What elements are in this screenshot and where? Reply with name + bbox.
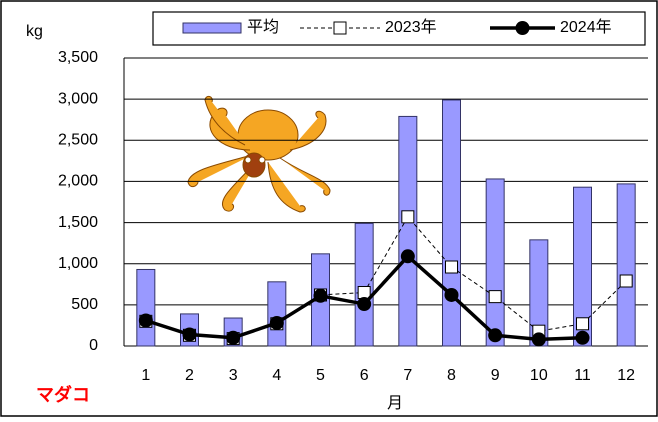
- y-tick-label: 1,000: [58, 255, 98, 272]
- y-tick-label: 3,000: [58, 90, 98, 107]
- x-tick-label: 10: [530, 367, 548, 384]
- marker-circle: [269, 315, 284, 330]
- marker-circle: [313, 288, 328, 303]
- marker-circle: [515, 21, 530, 35]
- y-tick-label: 500: [71, 296, 98, 313]
- x-tick-label: 3: [229, 367, 238, 384]
- marker-circle: [488, 328, 503, 343]
- legend-label: 2024年: [560, 18, 612, 36]
- x-tick-label: 1: [141, 367, 150, 384]
- marker-circle: [138, 313, 153, 328]
- bar: [485, 178, 505, 347]
- bar: [398, 115, 418, 347]
- bar: [354, 222, 374, 347]
- marker-square: [357, 286, 371, 300]
- x-tick-label: 7: [403, 367, 412, 384]
- y-unit: kg: [26, 23, 43, 40]
- y-tick-label: 0: [89, 337, 98, 354]
- bar: [616, 183, 636, 347]
- bar: [442, 99, 461, 347]
- x-axis-label: 月: [387, 395, 403, 412]
- marker-circle: [182, 327, 197, 342]
- marker-square: [488, 290, 502, 304]
- x-tick-label: 11: [574, 367, 591, 384]
- x-tick-label: 4: [272, 367, 281, 384]
- marker-circle: [444, 287, 459, 302]
- bar: [136, 268, 156, 347]
- legend-label: 2023年: [385, 18, 437, 36]
- y-tick-label: 2,000: [58, 173, 98, 190]
- x-tick-label: 9: [491, 367, 500, 384]
- marker-square: [445, 260, 458, 274]
- x-tick-label: 2: [185, 367, 194, 384]
- x-tick-label: 12: [617, 367, 635, 384]
- line: [145, 215, 627, 340]
- y-tick-label: 2,500: [58, 132, 98, 149]
- x-tick-label: 5: [316, 367, 325, 384]
- marker-square: [619, 274, 633, 288]
- marker-circle: [357, 297, 372, 312]
- marker-circle: [400, 249, 415, 264]
- marker-square: [333, 21, 347, 35]
- octopus-illustration: [187, 95, 331, 213]
- bar: [267, 281, 287, 347]
- marker-circle: [531, 332, 546, 347]
- bar: [573, 186, 592, 347]
- x-tick-label: 8: [447, 367, 456, 384]
- x-tick-label: 6: [360, 367, 369, 384]
- legend-swatch: [182, 22, 242, 34]
- marker-square: [576, 317, 589, 331]
- y-tick-label: 1,500: [58, 214, 98, 231]
- y-tick-label: 3,500: [58, 49, 98, 66]
- marker-circle: [575, 330, 590, 345]
- annotation: マダコ: [36, 384, 90, 405]
- marker-circle: [226, 330, 241, 345]
- marker-square: [401, 210, 415, 224]
- legend-label: 平均: [247, 18, 279, 36]
